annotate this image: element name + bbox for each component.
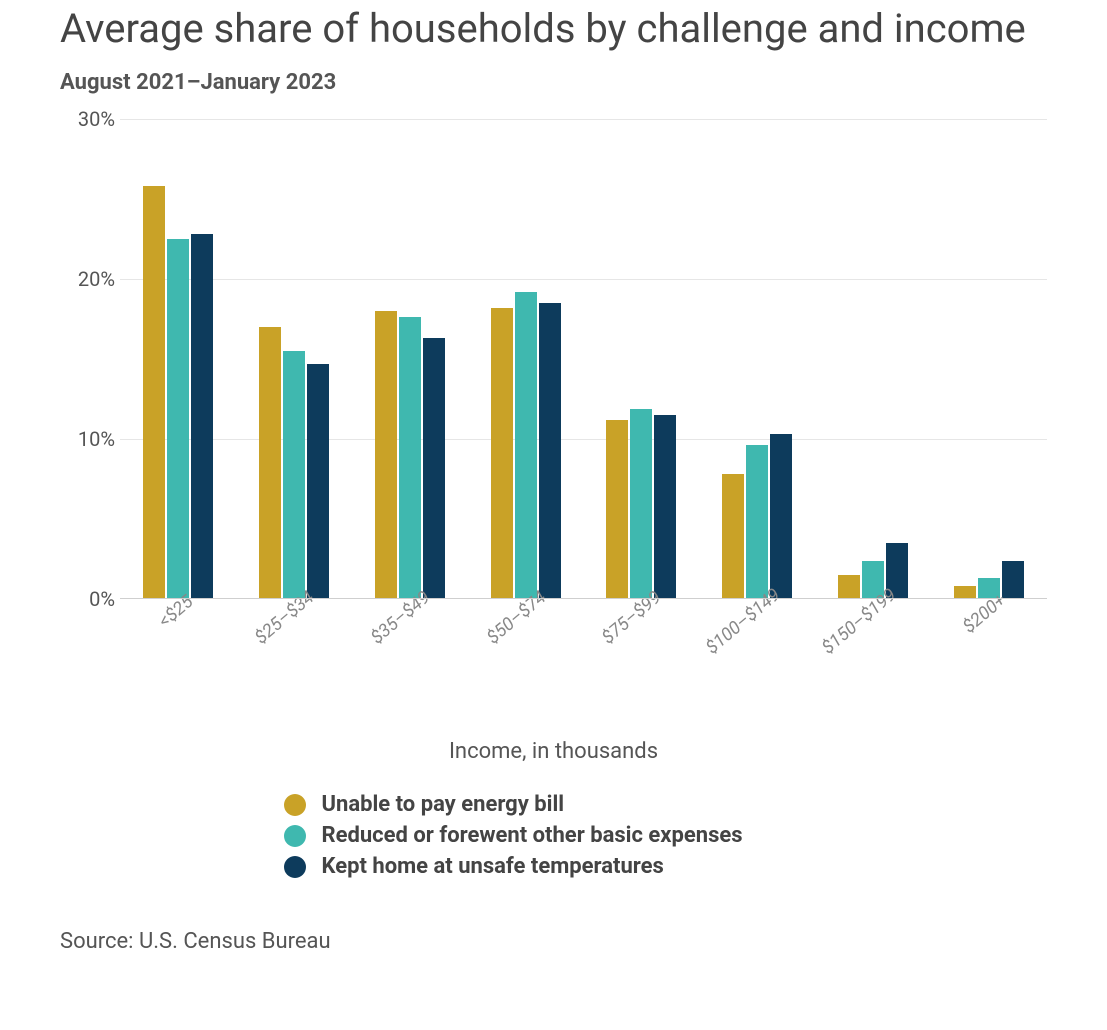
legend: Unable to pay energy bill Reduced or fore… — [60, 792, 1047, 879]
bar — [143, 186, 165, 599]
bar — [722, 474, 744, 599]
bar-group: $25–$34 — [236, 119, 352, 599]
legend-item: Unable to pay energy bill — [284, 792, 824, 817]
bar-group: $200+ — [931, 119, 1047, 599]
bar — [606, 420, 628, 599]
bar-group: $150–$199 — [815, 119, 931, 599]
bar — [167, 239, 189, 599]
bar-group: <$25 — [120, 119, 236, 599]
bar — [283, 351, 305, 599]
x-axis-title: Income, in thousands — [60, 739, 1047, 764]
chart-subtitle: August 2021–January 2023 — [60, 70, 1047, 95]
legend-item: Kept home at unsafe temperatures — [284, 854, 824, 879]
bar-group: $35–$49 — [352, 119, 468, 599]
legend-label: Unable to pay energy bill — [322, 792, 565, 817]
bar — [630, 409, 652, 599]
bar — [838, 575, 860, 599]
y-tick-label: 30% — [60, 107, 115, 131]
chart-title: Average share of households by challenge… — [60, 0, 1047, 52]
legend-label: Reduced or forewent other basic expenses — [322, 823, 743, 848]
bar-group: $100–$149 — [699, 119, 815, 599]
plot-inner: <$25$25–$34$35–$49$50–$74$75–$99$100–$14… — [120, 119, 1047, 599]
source-note: Source: U.S. Census Bureau — [60, 929, 1047, 954]
bar-group: $50–$74 — [468, 119, 584, 599]
bar — [1002, 561, 1024, 599]
bar — [399, 317, 421, 599]
bar — [259, 327, 281, 599]
legend-swatch — [284, 794, 306, 816]
bar — [539, 303, 561, 599]
bar — [491, 308, 513, 599]
x-axis-baseline — [120, 598, 1047, 599]
bar — [191, 234, 213, 599]
bar — [746, 445, 768, 599]
bar — [515, 292, 537, 599]
bar — [307, 364, 329, 599]
legend-label: Kept home at unsafe temperatures — [322, 854, 664, 879]
legend-swatch — [284, 825, 306, 847]
bar-group: $75–$99 — [584, 119, 700, 599]
bars-area: <$25$25–$34$35–$49$50–$74$75–$99$100–$14… — [120, 119, 1047, 599]
plot-area: 0% 10% 20% 30% <$25$25–$34$35–$49$50–$74$75… — [60, 109, 1047, 649]
y-tick-label: 10% — [60, 427, 115, 451]
legend-item: Reduced or forewent other basic expenses — [284, 823, 824, 848]
y-tick-label: 0% — [60, 587, 115, 611]
legend-swatch — [284, 856, 306, 878]
bar — [423, 338, 445, 599]
bar — [375, 311, 397, 599]
bar — [770, 434, 792, 599]
y-tick-label: 20% — [60, 267, 115, 291]
bar — [654, 415, 676, 599]
chart-container: Average share of households by challenge… — [0, 0, 1107, 994]
